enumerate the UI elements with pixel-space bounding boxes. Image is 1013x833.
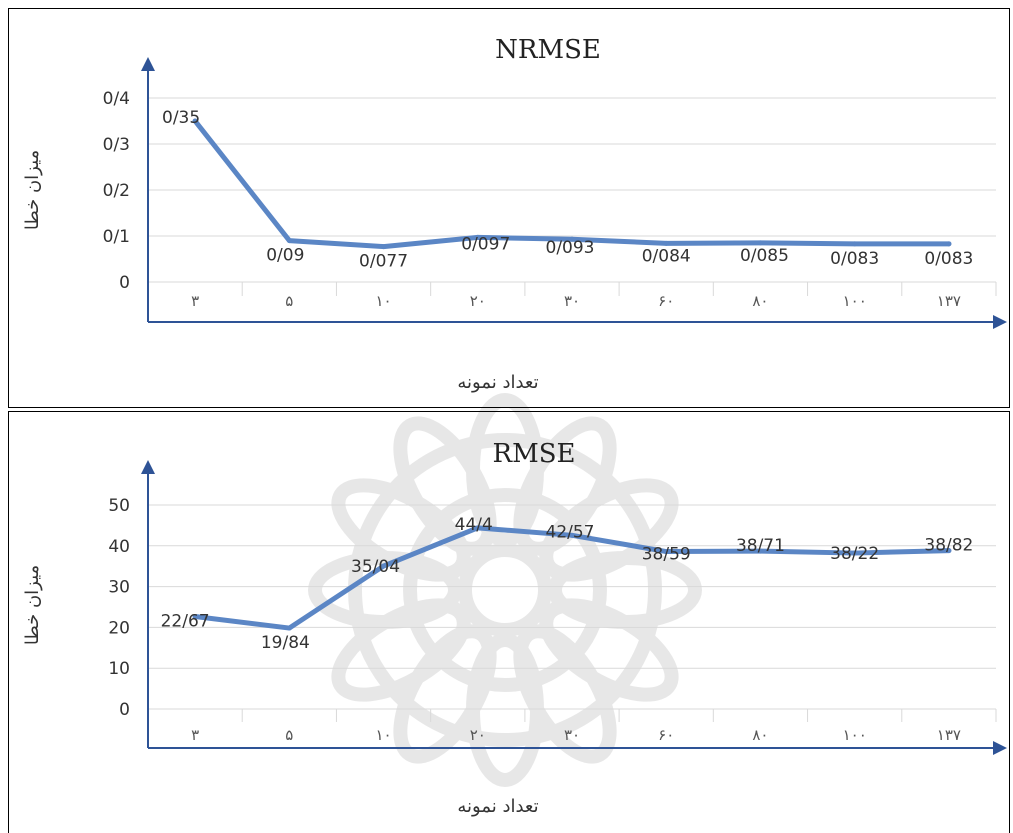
nrmse-data-point bbox=[946, 241, 952, 247]
nrmse-y-axis-label: میزان خطا bbox=[22, 150, 43, 230]
nrmse-data-point bbox=[663, 240, 669, 246]
rmse-y-axis-label: میزان خطا bbox=[22, 565, 43, 645]
arrowhead-right-icon bbox=[993, 741, 1007, 755]
rmse-y-tick-label: 30 bbox=[108, 578, 130, 598]
nrmse-data-point bbox=[381, 244, 387, 250]
rmse-x-axis-label: تعداد نمونه bbox=[457, 796, 538, 817]
nrmse-x-tick-label: ۱۰۰ bbox=[843, 292, 867, 310]
rmse-x-tick-label: ۵ bbox=[285, 726, 293, 744]
rmse-data-label: 42/57 bbox=[546, 522, 595, 542]
rmse-data-point bbox=[192, 614, 198, 620]
nrmse-y-tick-label: 0/1 bbox=[103, 227, 130, 247]
watermark-petal bbox=[331, 598, 471, 702]
watermark-petal bbox=[513, 624, 617, 764]
nrmse-y-tick-label: 0/4 bbox=[103, 89, 130, 109]
watermark-petal bbox=[393, 416, 497, 556]
nrmse-data-label: 0/077 bbox=[359, 252, 408, 272]
nrmse-chart-panel bbox=[8, 8, 1010, 408]
nrmse-x-tick-label: ۳ bbox=[191, 292, 199, 310]
rmse-data-point bbox=[946, 548, 952, 554]
watermark-petal bbox=[513, 416, 617, 556]
rmse-data-point bbox=[663, 549, 669, 555]
rmse-data-point bbox=[286, 625, 292, 631]
nrmse-data-label: 0/083 bbox=[830, 249, 879, 269]
nrmse-data-point bbox=[286, 238, 292, 244]
nrmse-data-point bbox=[569, 236, 575, 242]
rmse-y-tick-label: 10 bbox=[108, 659, 130, 679]
rmse-data-point bbox=[757, 548, 763, 554]
rmse-data-label: 22/67 bbox=[161, 612, 210, 632]
rmse-x-tick-label: ۳۰ bbox=[564, 726, 580, 744]
nrmse-data-point bbox=[475, 234, 481, 240]
nrmse-data-point bbox=[757, 240, 763, 246]
rmse-x-tick-label: ۱۰۰ bbox=[843, 726, 867, 744]
rmse-data-label: 44/4 bbox=[455, 515, 493, 535]
rmse-y-tick-label: 50 bbox=[108, 496, 130, 516]
nrmse-y-tick-label: 0/2 bbox=[103, 181, 130, 201]
nrmse-data-label: 0/083 bbox=[924, 249, 973, 269]
rmse-x-tick-label: ۸۰ bbox=[752, 726, 768, 744]
nrmse-y-tick-label: 0 bbox=[119, 273, 130, 293]
nrmse-x-axis-label: تعداد نمونه bbox=[457, 372, 538, 393]
watermark-petal bbox=[466, 633, 544, 787]
rmse-data-point bbox=[569, 532, 575, 538]
rmse-data-point bbox=[381, 563, 387, 569]
watermark-petal bbox=[548, 551, 702, 629]
rmse-x-tick-label: ۱۳۷ bbox=[937, 726, 961, 744]
arrowhead-up-icon bbox=[141, 460, 155, 474]
watermark-petal bbox=[539, 478, 679, 582]
watermark-petal bbox=[393, 624, 497, 764]
rmse-y-tick-label: 0 bbox=[119, 700, 130, 720]
rmse-series-line bbox=[192, 525, 952, 631]
nrmse-x-tick-label: ۳۰ bbox=[564, 292, 580, 310]
nrmse-x-tick-label: ۱۰ bbox=[375, 292, 391, 310]
nrmse-data-label: 0/084 bbox=[642, 246, 691, 266]
nrmse-data-label: 0/085 bbox=[740, 246, 789, 266]
rmse-y-tick-label: 20 bbox=[108, 618, 130, 638]
nrmse-x-tick-label: ۲۰ bbox=[470, 292, 486, 310]
rmse-y-tick-label: 40 bbox=[108, 537, 130, 557]
rmse-data-point bbox=[475, 525, 481, 531]
nrmse-x-tick-label: ۸۰ bbox=[752, 292, 768, 310]
nrmse-data-label: 0/093 bbox=[546, 238, 595, 258]
nrmse-chart-title: NRMSE bbox=[495, 35, 601, 65]
nrmse-data-label: 0/097 bbox=[461, 234, 510, 254]
rmse-data-label: 38/59 bbox=[642, 545, 691, 565]
nrmse-x-tick-label: ۶۰ bbox=[658, 292, 674, 310]
nrmse-data-label: 0/09 bbox=[266, 246, 304, 266]
nrmse-data-label: 0/35 bbox=[162, 108, 200, 128]
nrmse-data-point bbox=[852, 241, 858, 247]
watermark-petal bbox=[466, 393, 544, 547]
rmse-data-point bbox=[852, 550, 858, 556]
arrowhead-up-icon bbox=[141, 57, 155, 71]
rmse-data-label: 38/22 bbox=[830, 544, 879, 564]
nrmse-x-tick-label: ۱۳۷ bbox=[937, 292, 961, 310]
watermark-petal bbox=[539, 598, 679, 702]
nrmse-data-point bbox=[192, 118, 198, 124]
rmse-data-label: 38/82 bbox=[924, 536, 973, 556]
arrowhead-right-icon bbox=[993, 315, 1007, 329]
nrmse-x-tick-label: ۵ bbox=[285, 292, 293, 310]
rmse-data-label: 19/84 bbox=[261, 633, 310, 653]
rmse-x-tick-label: ۶۰ bbox=[658, 726, 674, 744]
rmse-data-label: 38/71 bbox=[736, 536, 785, 556]
nrmse-y-tick-label: 0/3 bbox=[103, 135, 130, 155]
rmse-chart-panel bbox=[8, 411, 1010, 833]
watermark-petal bbox=[331, 478, 471, 582]
rmse-data-label: 35/04 bbox=[351, 557, 400, 577]
rmse-x-tick-label: ۱۰ bbox=[375, 726, 391, 744]
rmse-x-tick-label: ۲۰ bbox=[470, 726, 486, 744]
watermark-petal bbox=[308, 551, 462, 629]
rmse-x-tick-label: ۳ bbox=[191, 726, 199, 744]
rmse-chart-title: RMSE bbox=[493, 439, 576, 469]
